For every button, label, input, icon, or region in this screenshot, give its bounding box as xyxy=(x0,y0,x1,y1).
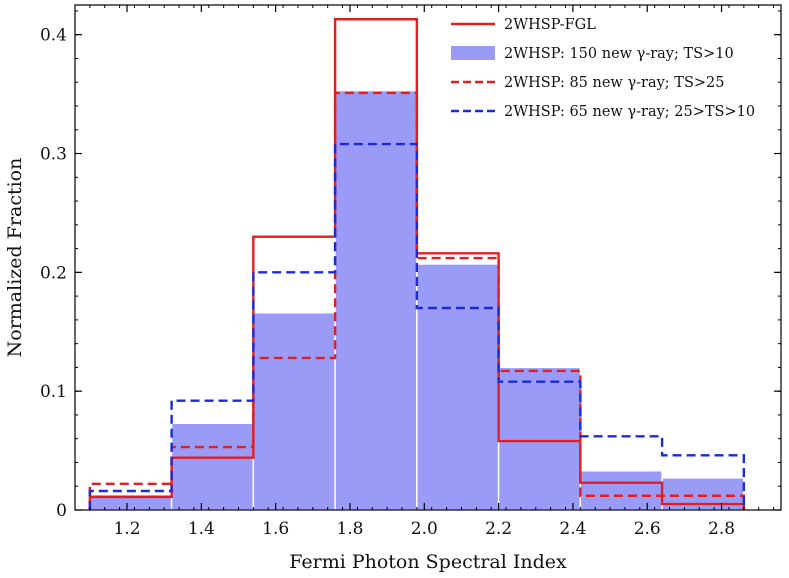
y-tick-label: 0.4 xyxy=(40,26,67,46)
filled-histogram-layer xyxy=(89,89,745,511)
legend-label-2whsp-150-new-ray-ts-10: 2WHSP: 150 new γ-ray; TS>10 xyxy=(504,46,734,62)
legend: 2WHSP-FGL 2WHSP: 150 new γ-ray; TS>10 2WHS… xyxy=(451,17,755,120)
legend-swatch-2whsp-150-new-ray-ts-10 xyxy=(451,46,495,60)
plot-frame xyxy=(74,4,782,511)
bar-2whsp-150-new-ray-ts-10-1 xyxy=(170,422,255,511)
legend-label-2whsp-65-new-ray-25-ts-10: 2WHSP: 65 new γ-ray; 25>TS>10 xyxy=(504,104,755,120)
axis-ticks-layer: 1.2 1.4 1.6 1.8 2.0 2.2 2.4 2.6 2.8 0 0.1 0.2 0.3 0.4 xyxy=(40,5,781,539)
step-lines-layer xyxy=(88,18,746,510)
bar-2whsp-150-new-ray-ts-10-3 xyxy=(334,89,418,511)
bar-2whsp-150-new-ray-ts-10-2 xyxy=(252,312,336,511)
x-tick-label: 2.2 xyxy=(485,519,512,539)
x-tick-label: 1.8 xyxy=(336,519,363,539)
y-tick-label: 0.3 xyxy=(40,145,67,165)
x-axis-label: Fermi Photon Spectral Index xyxy=(289,551,567,573)
bar-2whsp-150-new-ray-ts-10-5 xyxy=(497,366,582,511)
legend-label-2whsp-85-new-ray-ts-25: 2WHSP: 85 new γ-ray; TS>25 xyxy=(504,75,724,91)
x-tick-label: 2.0 xyxy=(411,519,438,539)
y-axis-label: Normalized Fraction xyxy=(4,158,26,358)
bar-2whsp-150-new-ray-ts-10-4 xyxy=(416,263,500,511)
x-tick-label: 1.2 xyxy=(113,519,140,539)
x-tick-label: 1.4 xyxy=(188,519,215,539)
step-line-2whsp-65-new-ray-25-ts-10 xyxy=(88,142,746,510)
y-tick-label: 0 xyxy=(56,501,67,521)
x-tick-label: 1.6 xyxy=(262,519,289,539)
bar-2whsp-150-new-ray-ts-10-6 xyxy=(579,470,663,511)
y-tick-label: 0.1 xyxy=(40,382,67,402)
y-tick-label: 0.2 xyxy=(40,263,67,283)
legend-label-2whsp-fgl: 2WHSP-FGL xyxy=(504,17,596,33)
x-tick-label: 2.8 xyxy=(708,519,735,539)
x-tick-label: 2.6 xyxy=(634,519,661,539)
x-tick-label: 2.4 xyxy=(559,519,586,539)
